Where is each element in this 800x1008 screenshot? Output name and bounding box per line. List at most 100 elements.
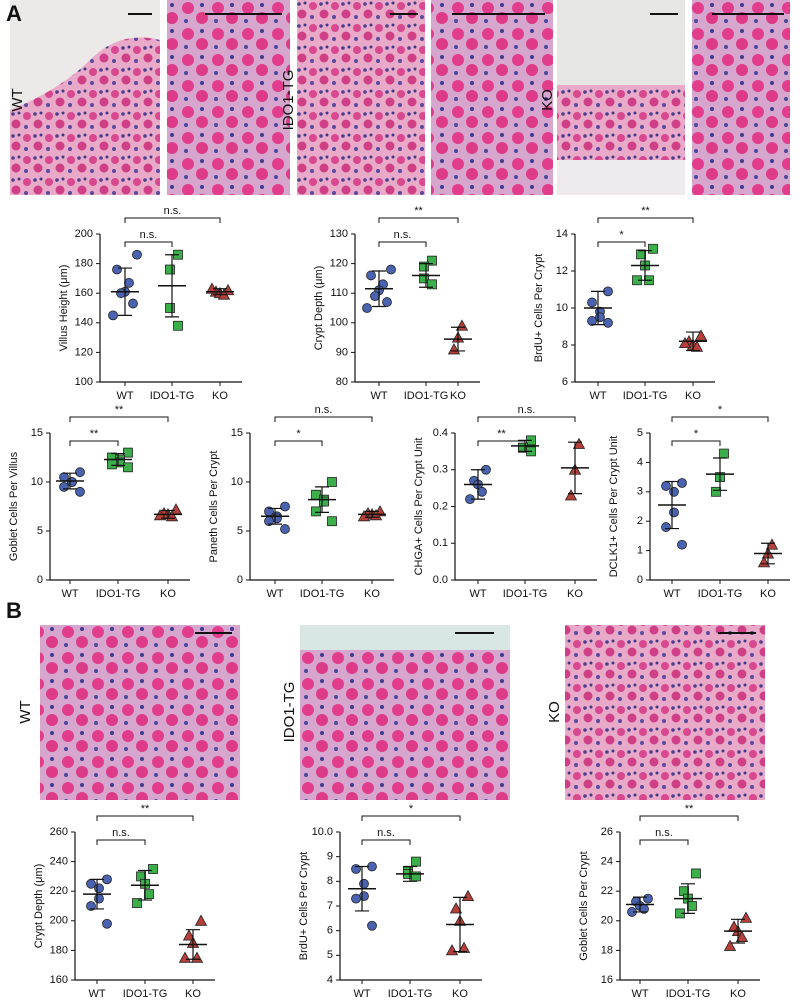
- error-bar: [453, 896, 467, 953]
- data-point: [678, 336, 692, 349]
- image-label: KO: [546, 701, 563, 723]
- error-bar: [161, 509, 175, 519]
- bracket: [639, 839, 689, 845]
- y-tick-label: 5: [637, 427, 643, 439]
- bracket: [361, 815, 461, 821]
- data-point: [445, 944, 459, 956]
- bracket: [671, 416, 769, 422]
- data-point: [427, 255, 437, 266]
- y-axis-label: BrdU+ Cells Per Crypt: [533, 254, 545, 363]
- error-bar: [355, 865, 369, 912]
- axis: [354, 234, 480, 383]
- chart: 0 5 10 15 Paneth Cells Per Crypt WT IDO1-TG KO *…: [208, 404, 394, 600]
- y-tick-label: 18: [601, 944, 613, 956]
- data-point: [124, 277, 134, 288]
- y-tick-label: 4: [637, 456, 643, 468]
- x-tick-label: IDO1-TG: [388, 988, 433, 1000]
- significance-label: *: [694, 428, 699, 440]
- data-point: [691, 868, 701, 879]
- data-point: [107, 459, 117, 470]
- bracket: [69, 440, 119, 446]
- y-tick-label: 240: [50, 856, 68, 868]
- bracket: [639, 815, 739, 821]
- data-point: [75, 486, 85, 497]
- significance-label: n.s.: [518, 404, 536, 416]
- y-tick-label: 0.2: [433, 500, 448, 512]
- data-point: [477, 486, 487, 497]
- data-point: [94, 883, 104, 894]
- data-point: [694, 329, 708, 341]
- significance-label: n.s.: [655, 827, 673, 839]
- x-tick-label: IDO1-TG: [503, 588, 548, 600]
- y-tick-label: 10: [556, 302, 568, 314]
- data-point: [643, 893, 653, 904]
- image-label: IDO1-TG: [280, 70, 297, 131]
- y-tick-label: 15: [231, 427, 243, 439]
- data-point: [351, 864, 361, 874]
- error-bar: [403, 865, 417, 882]
- bracket: [274, 440, 323, 446]
- x-tick-label: IDO1-TG: [404, 390, 449, 402]
- x-tick-label: WT: [631, 988, 648, 1000]
- data-point: [419, 261, 429, 272]
- error-bar: [761, 542, 775, 565]
- data-point: [327, 477, 337, 487]
- data-point: [123, 462, 133, 473]
- y-tick-label: 200: [50, 915, 68, 927]
- data-point: [108, 310, 118, 321]
- data-point: [280, 501, 290, 512]
- data-point: [148, 864, 158, 874]
- error-bar: [138, 869, 152, 901]
- y-tick-label: 0.3: [433, 464, 448, 476]
- error-bar: [315, 486, 329, 513]
- data-point: [165, 303, 175, 313]
- axis: [339, 832, 482, 981]
- data-point: [102, 918, 112, 929]
- micrograph: [565, 625, 765, 800]
- significance-label: **: [115, 404, 124, 416]
- data-point: [677, 539, 687, 550]
- x-tick-label: KO: [450, 390, 466, 402]
- x-tick-label: IDO1-TG: [123, 988, 168, 1000]
- y-tick-label: 100: [75, 376, 93, 388]
- x-tick-label: KO: [760, 588, 776, 600]
- data-point: [603, 317, 613, 328]
- data-point: [182, 929, 196, 941]
- y-tick-label: 6: [327, 925, 333, 937]
- data-point: [427, 279, 437, 290]
- y-tick-label: 160: [75, 287, 93, 299]
- y-tick-label: 160: [50, 974, 68, 986]
- significance-label: n.s.: [377, 827, 395, 839]
- y-tick-label: 180: [75, 258, 93, 270]
- x-tick-label: KO: [160, 588, 176, 600]
- x-tick-label: WT: [663, 588, 680, 600]
- bracket: [671, 440, 721, 446]
- data-point: [587, 316, 597, 326]
- data-point: [711, 486, 721, 497]
- x-tick-label: IDO1-TG: [666, 988, 711, 1000]
- y-tick-label: 6: [562, 376, 568, 388]
- y-tick-label: 15: [31, 427, 43, 439]
- y-tick-label: 90: [336, 346, 348, 358]
- x-tick-label: KO: [185, 988, 201, 1000]
- bracket: [96, 839, 146, 845]
- bracket: [477, 416, 576, 422]
- data-point: [661, 481, 671, 491]
- bracket: [477, 440, 526, 446]
- micrograph: [431, 0, 553, 195]
- image-label: IDO1-TG: [281, 682, 298, 743]
- data-point: [587, 297, 597, 308]
- y-tick-label: 20: [601, 915, 613, 927]
- error-bar: [419, 263, 433, 288]
- x-tick-label: KO: [452, 988, 468, 1000]
- y-axis-label: Crypt Depth (μm): [33, 864, 45, 949]
- data-point: [382, 297, 392, 307]
- error-bar: [372, 270, 386, 308]
- x-tick-label: WT: [469, 588, 486, 600]
- background: [300, 625, 510, 650]
- error-bar: [118, 267, 132, 316]
- error-bar: [665, 480, 679, 530]
- micrograph: [300, 625, 510, 800]
- data-point: [419, 273, 429, 284]
- y-tick-label: 0: [237, 574, 243, 586]
